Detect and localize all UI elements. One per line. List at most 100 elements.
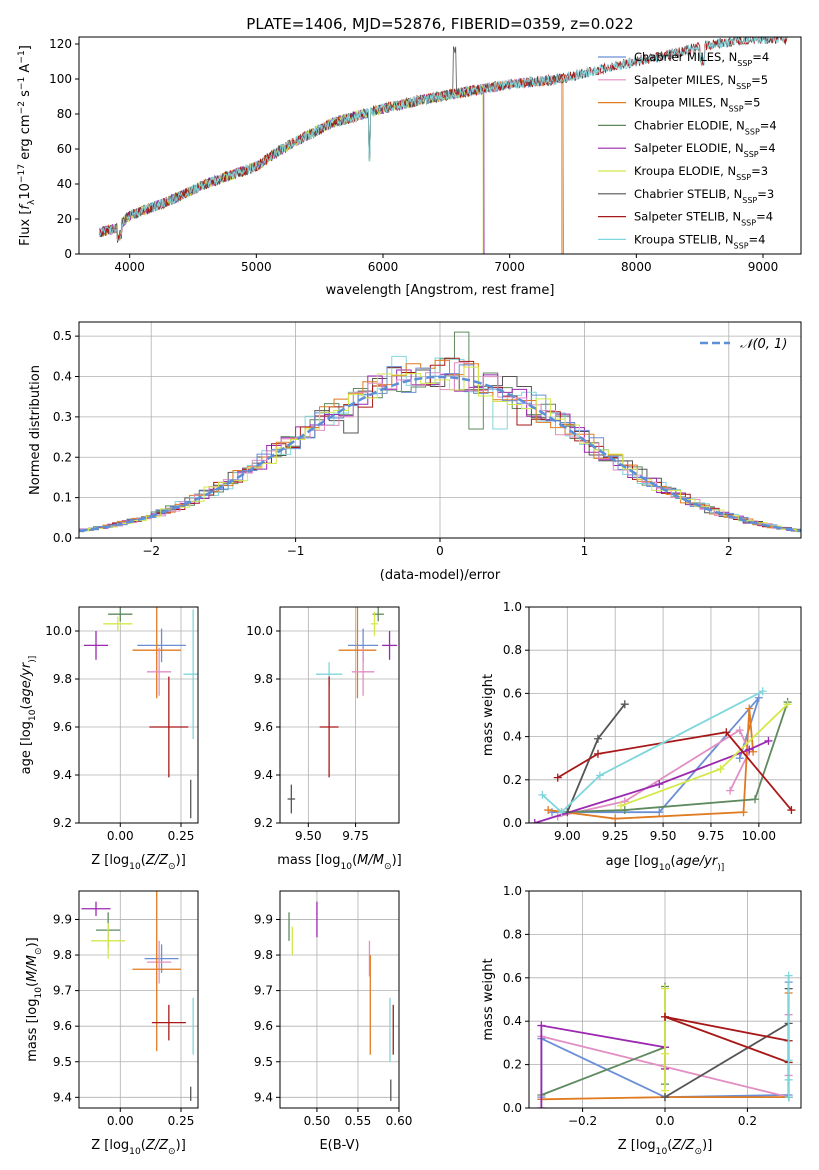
y-tick-label: 9.4 (53, 768, 72, 782)
x-axis-label-part: ( (352, 853, 357, 868)
series-point (655, 808, 664, 817)
y-tick-label: 0.2 (503, 773, 522, 787)
x-axis-label-part: Z/Z (145, 1138, 169, 1153)
y-tick-label: 9.8 (53, 672, 72, 686)
series-point (751, 795, 760, 804)
series-point (557, 808, 566, 817)
y-axis-label-part: )] (25, 937, 40, 947)
y-axis-label-part: 10 (34, 987, 44, 999)
legend-label-main: Kroupa ELODIE, N (634, 164, 736, 178)
series-point (758, 687, 767, 696)
axes-age-vs-Z: 0.00 0.259.29.49.69.810.0Z [log10(Z/Z⊙)]a… (19, 606, 199, 872)
x-axis-label-part: )] (702, 1138, 712, 1153)
y-tick-label: 40 (57, 177, 72, 191)
y-tick-label: 9.8 (254, 948, 273, 962)
y-axis-label-part: −1 (17, 50, 27, 63)
axes-age-vs-mass: 9.50 9.75 9.2 9.4 9.6 9.8 10.0 mass [log10(M/M⊙… (246, 606, 402, 872)
legend-label: Chabrier MILES, NSSP=4 (634, 50, 769, 68)
plot-area (79, 331, 801, 533)
legend-label-main: Chabrier MILES, N (634, 50, 737, 64)
x-axis-label-part: )] (176, 853, 186, 868)
x-axis-label: Z [log10(Z/Z⊙)] (91, 1138, 186, 1157)
x-axis-label-part: ( (667, 1138, 672, 1153)
x-axis-label: wavelength [Angstrom, rest frame] (326, 283, 555, 298)
legend-label: Salpeter STELIB, NSSP=4 (634, 210, 773, 228)
axes-frame (279, 890, 400, 1109)
series-line (540, 1024, 666, 1108)
y-tick-label: 0.4 (53, 370, 72, 384)
series-line (561, 701, 789, 814)
x-axis-label-part: ( (141, 1138, 146, 1153)
x-axis-label: mass [log10(M/M⊙)] (277, 853, 401, 872)
series-point (722, 728, 731, 737)
series-point (538, 790, 547, 799)
x-axis-label-part: 10 (129, 1147, 141, 1157)
x-tick-label: 9.75 (342, 829, 369, 843)
y-axis-label-part: −17 (17, 164, 27, 183)
x-axis-label-part: log (109, 1138, 129, 1153)
spectrum-line (99, 74, 564, 254)
series-point (593, 749, 602, 758)
y-axis-label-part: ( (25, 982, 40, 987)
series-point (735, 754, 744, 763)
axes-mass-vs-Z: 0.00 0.259.49.59.69.79.89.9Z [log10(Z/Z⊙)… (25, 890, 199, 1157)
y-tick-label: 9.4 (53, 1090, 72, 1104)
y-tick-label: 9.5 (53, 1055, 72, 1069)
y-tick-label: 9.2 (53, 816, 72, 830)
x-axis-label: age [log10(age/yr)] (606, 854, 725, 873)
histogram-series (79, 355, 801, 533)
series-point (735, 726, 744, 735)
series-line (541, 690, 764, 814)
x-axis-label-part: Z [ (618, 1138, 636, 1153)
x-tick-label: 0 (436, 544, 444, 558)
x-axis-label-part: Z [ (91, 853, 109, 868)
y-tick-label: 9.4 (254, 768, 273, 782)
x-axis-label: Z [log10(Z/Z⊙)] (91, 853, 186, 872)
chart-title: PLATE=1406, MJD=52876, FIBERID=0359, z=0… (246, 15, 633, 33)
y-tick-label: 60 (57, 142, 72, 156)
y-axis-label-part: ( (19, 704, 34, 709)
y-tick-label: 0.0 (503, 816, 522, 830)
spectrum-line (98, 74, 562, 254)
y-tick-label: 0.5 (53, 329, 72, 343)
x-axis-label-part: age [ (606, 854, 639, 869)
x-axis-label-part: 10 (659, 863, 671, 873)
legend-label-sub: SSP (742, 195, 757, 204)
legend-label-sub: SSP (745, 127, 760, 136)
y-tick-label: 100 (49, 72, 72, 86)
legend-label-main: Kroupa MILES, N (634, 96, 729, 110)
x-axis-label-part: log (636, 1138, 656, 1153)
x-axis-label-part: )] (717, 863, 724, 873)
series-point (745, 704, 754, 713)
x-tick-label: 9000 (748, 260, 779, 274)
histogram-series (79, 364, 801, 532)
series-point (593, 734, 602, 743)
x-axis-label-part: Z/Z (145, 853, 169, 868)
y-axis-label-part: s (18, 90, 33, 101)
series-point (661, 1049, 669, 1058)
x-tick-label: 9.50 (650, 829, 677, 843)
plot-area (287, 607, 398, 814)
y-axis-label-part: ⊙ (34, 947, 44, 955)
legend-label-main: Chabrier ELODIE, N (634, 118, 745, 132)
x-tick-label: 0.50 (304, 1114, 331, 1128)
y-tick-label: 9.5 (254, 1055, 273, 1069)
x-axis-label-part: log (639, 854, 659, 869)
legend-label: Kroupa STELIB, NSSP=4 (634, 232, 765, 250)
y-tick-label: 9.6 (254, 720, 273, 734)
legend-label-tail: =4 (749, 232, 766, 246)
y-axis-label: Normed distribution (28, 365, 43, 495)
x-axis-label-part: ( (141, 853, 146, 868)
x-tick-label: 0.2 (738, 1114, 757, 1128)
x-axis-label-part: 10 (340, 862, 352, 872)
series-point (620, 700, 629, 709)
histogram-series (79, 367, 801, 533)
series-point (784, 1056, 793, 1065)
series-point (616, 801, 625, 810)
x-axis-label-part: ⊙ (168, 862, 176, 872)
x-axis-label-part: Z/Z (671, 1138, 695, 1153)
x-tick-label: 8000 (621, 260, 652, 274)
legend-label-tail: =4 (759, 141, 776, 155)
y-tick-label: 9.6 (53, 720, 72, 734)
plot-area (98, 37, 788, 254)
